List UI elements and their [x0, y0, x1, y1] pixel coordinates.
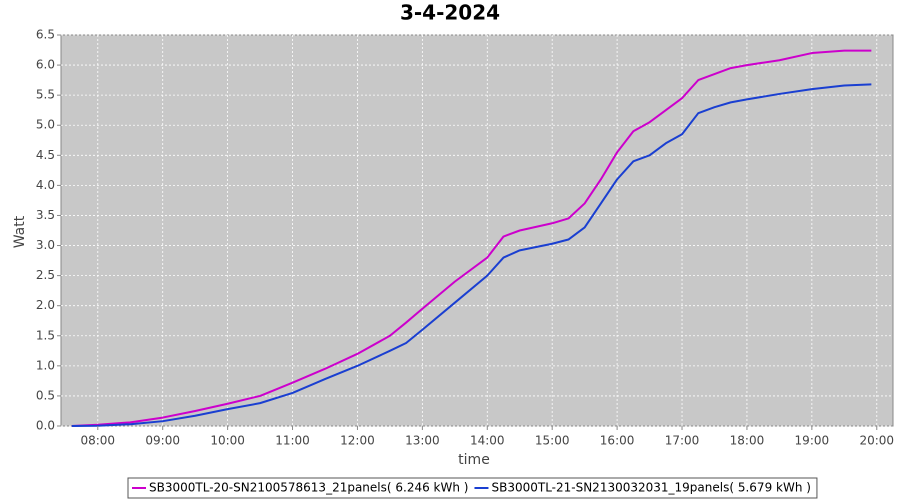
marks: [71, 49, 872, 427]
x-tick-label: 13:00: [405, 434, 440, 448]
x-tick-label: 19:00: [795, 434, 830, 448]
legend-items: SB3000TL-20-SN2100578613_21panels( 6.246…: [132, 481, 811, 495]
plot-area: [60, 34, 894, 427]
x-tick-label: 10:00: [210, 434, 245, 448]
y-tick-label: 5.0: [36, 118, 55, 132]
x-tick-label: 17:00: [665, 434, 700, 448]
x-tick-label: 14:00: [470, 434, 505, 448]
y-tick-label: 3.5: [36, 208, 55, 222]
y-tick-label: 0.0: [36, 419, 55, 433]
legend-label: SB3000TL-20-SN2100578613_21panels( 6.246…: [149, 481, 468, 495]
x-tick-label: 16:00: [600, 434, 635, 448]
x-tick-label: 11:00: [275, 434, 310, 448]
series-line: [71, 49, 872, 427]
x-tick-label: 12:00: [340, 434, 375, 448]
y-tick-label: 6.5: [36, 28, 55, 42]
series-line: [71, 83, 872, 427]
y-tick-label: 1.0: [36, 358, 55, 372]
y-tick-label: 4.0: [36, 178, 55, 192]
y-tick-label: 5.5: [36, 88, 55, 102]
chart-title: 3-4-2024: [400, 1, 500, 25]
legend: [127, 477, 818, 499]
y-tick-label: 1.5: [36, 328, 55, 342]
x-tick-label: 15:00: [535, 434, 570, 448]
y-tick-label: 0.5: [36, 388, 55, 402]
y-axis-label: Watt: [12, 215, 28, 248]
y-tick-label: 4.5: [36, 148, 55, 162]
x-tick-label: 09:00: [145, 434, 180, 448]
x-tick-label: 20:00: [859, 434, 894, 448]
x-tick-label: 18:00: [730, 434, 765, 448]
y-tick-label: 3.0: [36, 238, 55, 252]
y-tick-label: 2.0: [36, 298, 55, 312]
x-axis-label: time: [458, 452, 490, 468]
grid: [61, 34, 893, 427]
legend-label: SB3000TL-21-SN2130032031_19panels( 5.679…: [491, 481, 810, 495]
x-tick-label: 08:00: [80, 434, 115, 448]
y-tick-label: 2.5: [36, 268, 55, 282]
y-tick-label: 6.0: [36, 58, 55, 72]
